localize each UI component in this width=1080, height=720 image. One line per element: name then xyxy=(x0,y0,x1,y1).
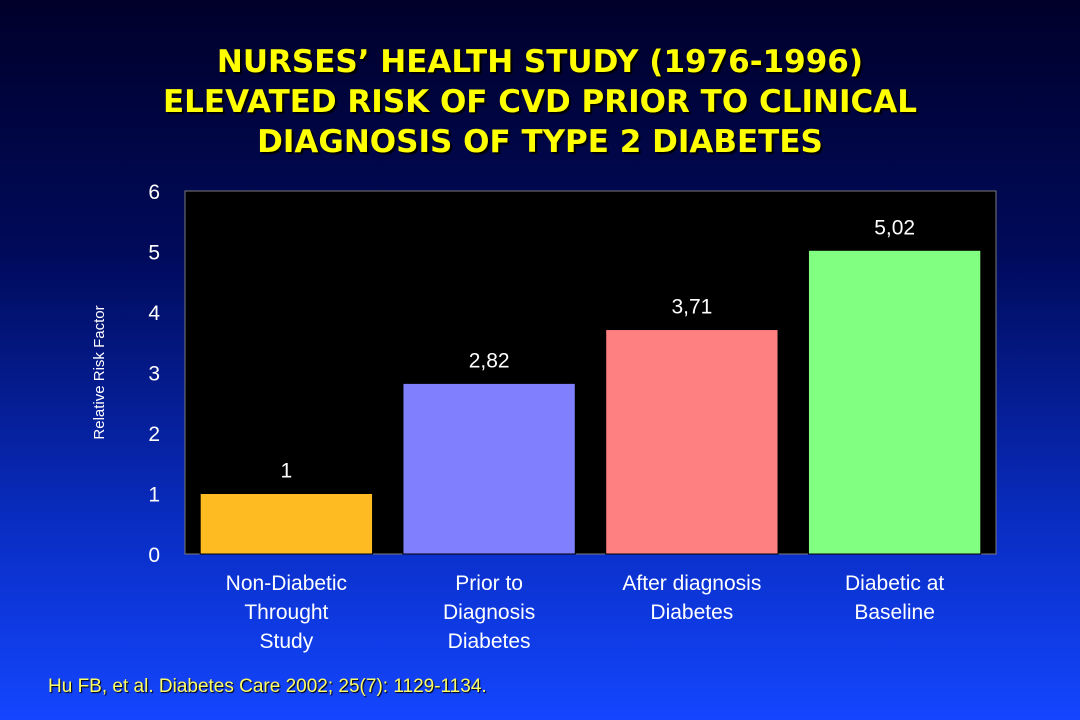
y-tick-label: 5 xyxy=(148,242,160,265)
x-category-label-line: Diagnosis xyxy=(443,601,535,624)
x-category-label-line: Diabetes xyxy=(448,630,531,653)
y-tick-label: 6 xyxy=(148,181,160,204)
x-category-label-line: Prior to xyxy=(455,572,523,595)
x-category-label: After diagnosis Diabetes xyxy=(622,572,761,624)
bar xyxy=(605,329,779,555)
y-tick-label: 3 xyxy=(148,363,160,386)
x-category-label: Prior to Diagnosis Diabetes xyxy=(443,572,535,653)
x-category-label: Non-Diabetic Throught Study xyxy=(226,572,347,653)
y-axis-label: Relative Risk Factor xyxy=(91,305,108,439)
x-category-label: Diabetic at Baseline xyxy=(845,572,944,624)
x-category-label-line: Baseline xyxy=(854,601,935,624)
citation: Hu FB, et al. Diabetes Care 2002; 25(7):… xyxy=(48,676,487,697)
y-tick-label: 1 xyxy=(148,484,160,507)
y-tick-label: 4 xyxy=(148,302,160,325)
x-category-label-line: After diagnosis xyxy=(622,572,761,595)
x-category-label-line: Throught xyxy=(244,601,328,624)
y-tick-label: 0 xyxy=(148,544,160,567)
data-label: 2,82 xyxy=(469,349,510,372)
slide-title: NURSES’ HEALTH STUDY (1976-1996) ELEVATE… xyxy=(0,42,1080,162)
title-line-1: NURSES’ HEALTH STUDY (1976-1996) xyxy=(216,44,864,80)
x-category-label-line: Diabetes xyxy=(650,601,733,624)
x-category-label-line: Non-Diabetic xyxy=(226,572,347,595)
title-line-2: ELEVATED RISK OF CVD PRIOR TO CLINICAL xyxy=(162,84,917,120)
data-label: 3,71 xyxy=(671,296,712,319)
bar xyxy=(807,249,982,555)
bar xyxy=(199,493,374,555)
x-category-label-line: Study xyxy=(260,630,314,653)
data-label: 5,02 xyxy=(874,216,915,239)
data-label: 1 xyxy=(281,460,293,483)
x-category-label-line: Diabetic at xyxy=(845,572,944,595)
bar xyxy=(402,382,576,555)
y-tick-label: 2 xyxy=(148,423,160,446)
title-line-3: DIAGNOSIS OF TYPE 2 DIABETES xyxy=(257,124,823,160)
